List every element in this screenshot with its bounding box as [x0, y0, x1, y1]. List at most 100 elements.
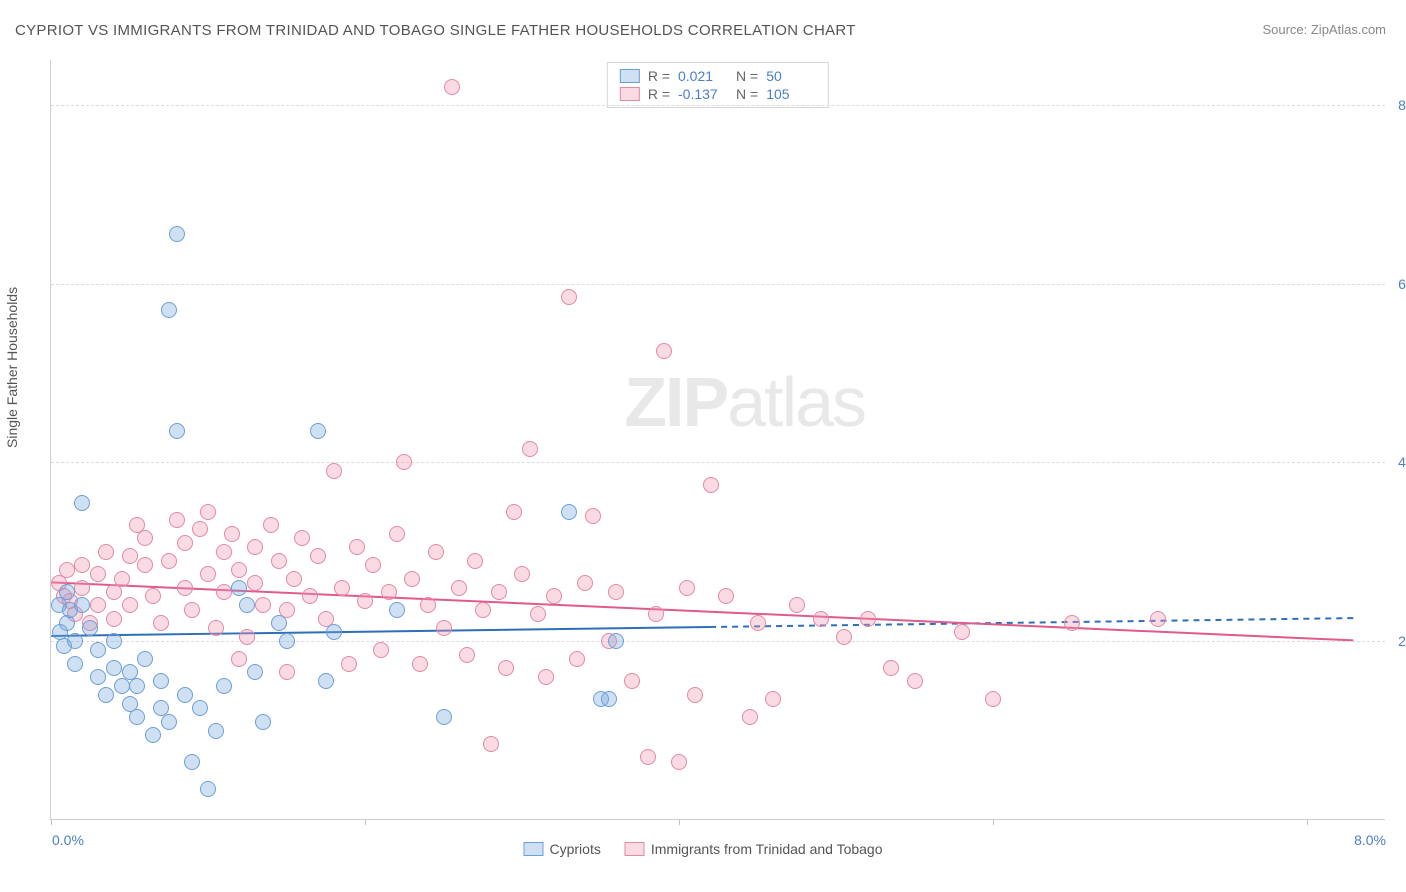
scatter-point-blue — [82, 620, 98, 636]
y-axis-tick-label: 6.0% — [1398, 276, 1406, 292]
scatter-point-pink — [1064, 615, 1080, 631]
scatter-point-blue — [74, 495, 90, 511]
scatter-point-pink — [90, 566, 106, 582]
watermark: ZIPatlas — [624, 362, 865, 442]
scatter-point-blue — [129, 709, 145, 725]
scatter-point-blue — [208, 723, 224, 739]
scatter-point-pink — [561, 289, 577, 305]
scatter-point-blue — [216, 678, 232, 694]
scatter-point-pink — [813, 611, 829, 627]
scatter-point-blue — [67, 656, 83, 672]
scatter-point-blue — [177, 687, 193, 703]
scatter-point-pink — [491, 584, 507, 600]
legend-swatch — [524, 842, 544, 856]
scatter-point-pink — [514, 566, 530, 582]
scatter-point-pink — [326, 463, 342, 479]
scatter-point-pink — [263, 517, 279, 533]
scatter-point-blue — [239, 597, 255, 613]
y-axis-tick-label: 4.0% — [1398, 454, 1406, 470]
scatter-point-pink — [192, 521, 208, 537]
chart-source: Source: ZipAtlas.com — [1262, 22, 1386, 37]
scatter-point-pink — [420, 597, 436, 613]
scatter-point-blue — [161, 714, 177, 730]
x-axis-tick — [1307, 819, 1308, 825]
scatter-point-blue — [145, 727, 161, 743]
scatter-point-pink — [357, 593, 373, 609]
scatter-point-pink — [954, 624, 970, 640]
scatter-point-pink — [546, 588, 562, 604]
scatter-point-blue — [318, 673, 334, 689]
scatter-point-pink — [381, 584, 397, 600]
scatter-point-pink — [428, 544, 444, 560]
scatter-point-blue — [608, 633, 624, 649]
y-axis-label: Single Father Households — [4, 287, 20, 448]
scatter-point-pink — [341, 656, 357, 672]
scatter-point-pink — [137, 557, 153, 573]
scatter-point-pink — [648, 606, 664, 622]
scatter-point-pink — [200, 504, 216, 520]
scatter-point-pink — [444, 79, 460, 95]
legend-n-label: N = — [736, 86, 758, 102]
scatter-point-blue — [67, 633, 83, 649]
x-axis-tick — [51, 819, 52, 825]
scatter-point-pink — [208, 620, 224, 636]
scatter-point-pink — [169, 512, 185, 528]
chart-container: CYPRIOT VS IMMIGRANTS FROM TRINIDAD AND … — [0, 0, 1406, 892]
scatter-point-blue — [184, 754, 200, 770]
scatter-point-pink — [640, 749, 656, 765]
scatter-point-pink — [365, 557, 381, 573]
gridline-horizontal — [51, 284, 1385, 285]
scatter-point-pink — [216, 544, 232, 560]
scatter-point-pink — [750, 615, 766, 631]
scatter-point-pink — [239, 629, 255, 645]
scatter-point-pink — [200, 566, 216, 582]
scatter-point-blue — [247, 664, 263, 680]
scatter-point-pink — [74, 580, 90, 596]
scatter-point-pink — [389, 526, 405, 542]
legend-stats-row-pink: R = -0.137 N = 105 — [620, 85, 816, 103]
chart-title: CYPRIOT VS IMMIGRANTS FROM TRINIDAD AND … — [15, 22, 856, 39]
scatter-point-blue — [169, 226, 185, 242]
scatter-point-pink — [177, 580, 193, 596]
scatter-point-pink — [247, 539, 263, 555]
scatter-point-pink — [216, 584, 232, 600]
scatter-point-pink — [349, 539, 365, 555]
scatter-point-pink — [114, 571, 130, 587]
scatter-point-blue — [231, 580, 247, 596]
scatter-point-pink — [177, 535, 193, 551]
legend-r-value-pink: -0.137 — [678, 86, 728, 102]
legend-n-value-blue: 50 — [766, 68, 816, 84]
scatter-point-pink — [412, 656, 428, 672]
scatter-point-blue — [59, 615, 75, 631]
legend-r-label: R = — [648, 86, 670, 102]
scatter-point-pink — [373, 642, 389, 658]
scatter-point-pink — [585, 508, 601, 524]
scatter-point-blue — [255, 714, 271, 730]
legend-label: Cypriots — [550, 841, 601, 857]
scatter-point-blue — [279, 633, 295, 649]
legend-n-label: N = — [736, 68, 758, 84]
scatter-point-blue — [326, 624, 342, 640]
scatter-point-pink — [538, 669, 554, 685]
watermark-atlas: atlas — [727, 363, 865, 441]
scatter-point-blue — [74, 597, 90, 613]
scatter-point-pink — [451, 580, 467, 596]
scatter-point-blue — [436, 709, 452, 725]
y-axis-tick-label: 2.0% — [1398, 633, 1406, 649]
scatter-point-blue — [106, 633, 122, 649]
scatter-point-pink — [883, 660, 899, 676]
scatter-point-pink — [742, 709, 758, 725]
scatter-point-pink — [522, 441, 538, 457]
scatter-point-blue — [161, 302, 177, 318]
scatter-point-blue — [90, 669, 106, 685]
legend-swatch-pink — [620, 87, 640, 101]
scatter-point-pink — [679, 580, 695, 596]
scatter-point-pink — [671, 754, 687, 770]
scatter-point-pink — [687, 687, 703, 703]
scatter-point-pink — [860, 611, 876, 627]
scatter-point-pink — [153, 615, 169, 631]
gridline-horizontal — [51, 105, 1385, 106]
scatter-point-pink — [530, 606, 546, 622]
legend-swatch-blue — [620, 69, 640, 83]
scatter-point-pink — [255, 597, 271, 613]
